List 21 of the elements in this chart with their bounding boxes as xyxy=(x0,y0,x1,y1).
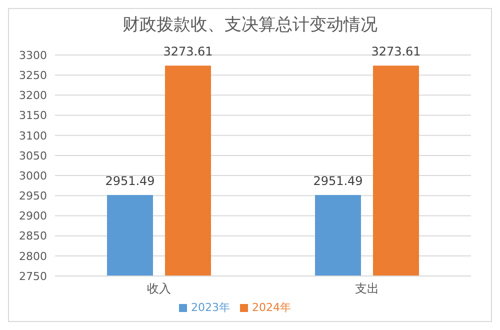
data-label: 2951.49 xyxy=(313,174,363,188)
legend-label: 2024年 xyxy=(252,301,291,314)
data-label: 3273.61 xyxy=(371,44,421,59)
y-tick-label: 3150 xyxy=(19,109,47,122)
y-tick-label: 2800 xyxy=(19,250,47,263)
y-tick-label: 3200 xyxy=(19,89,47,102)
y-tick-label: 3000 xyxy=(19,169,47,182)
y-tick-label: 2750 xyxy=(19,270,47,283)
y-tick-label: 3050 xyxy=(19,149,47,162)
y-tick-label: 3100 xyxy=(19,129,47,142)
data-label: 2951.49 xyxy=(105,174,155,188)
legend-label: 2023年 xyxy=(191,301,230,314)
y-tick-label: 3250 xyxy=(19,68,47,82)
y-tick-label: 2900 xyxy=(19,210,47,223)
y-tick-label: 2850 xyxy=(19,230,47,243)
x-tick-label: 支出 xyxy=(355,282,379,296)
y-tick-label: 2950 xyxy=(19,190,47,203)
x-tick-label: 收入 xyxy=(147,282,171,296)
chart-title: 财政拨款收、支决算总计变动情况 xyxy=(122,14,378,35)
y-tick-label: 3300 xyxy=(19,48,47,62)
data-label: 3273.61 xyxy=(163,44,213,59)
